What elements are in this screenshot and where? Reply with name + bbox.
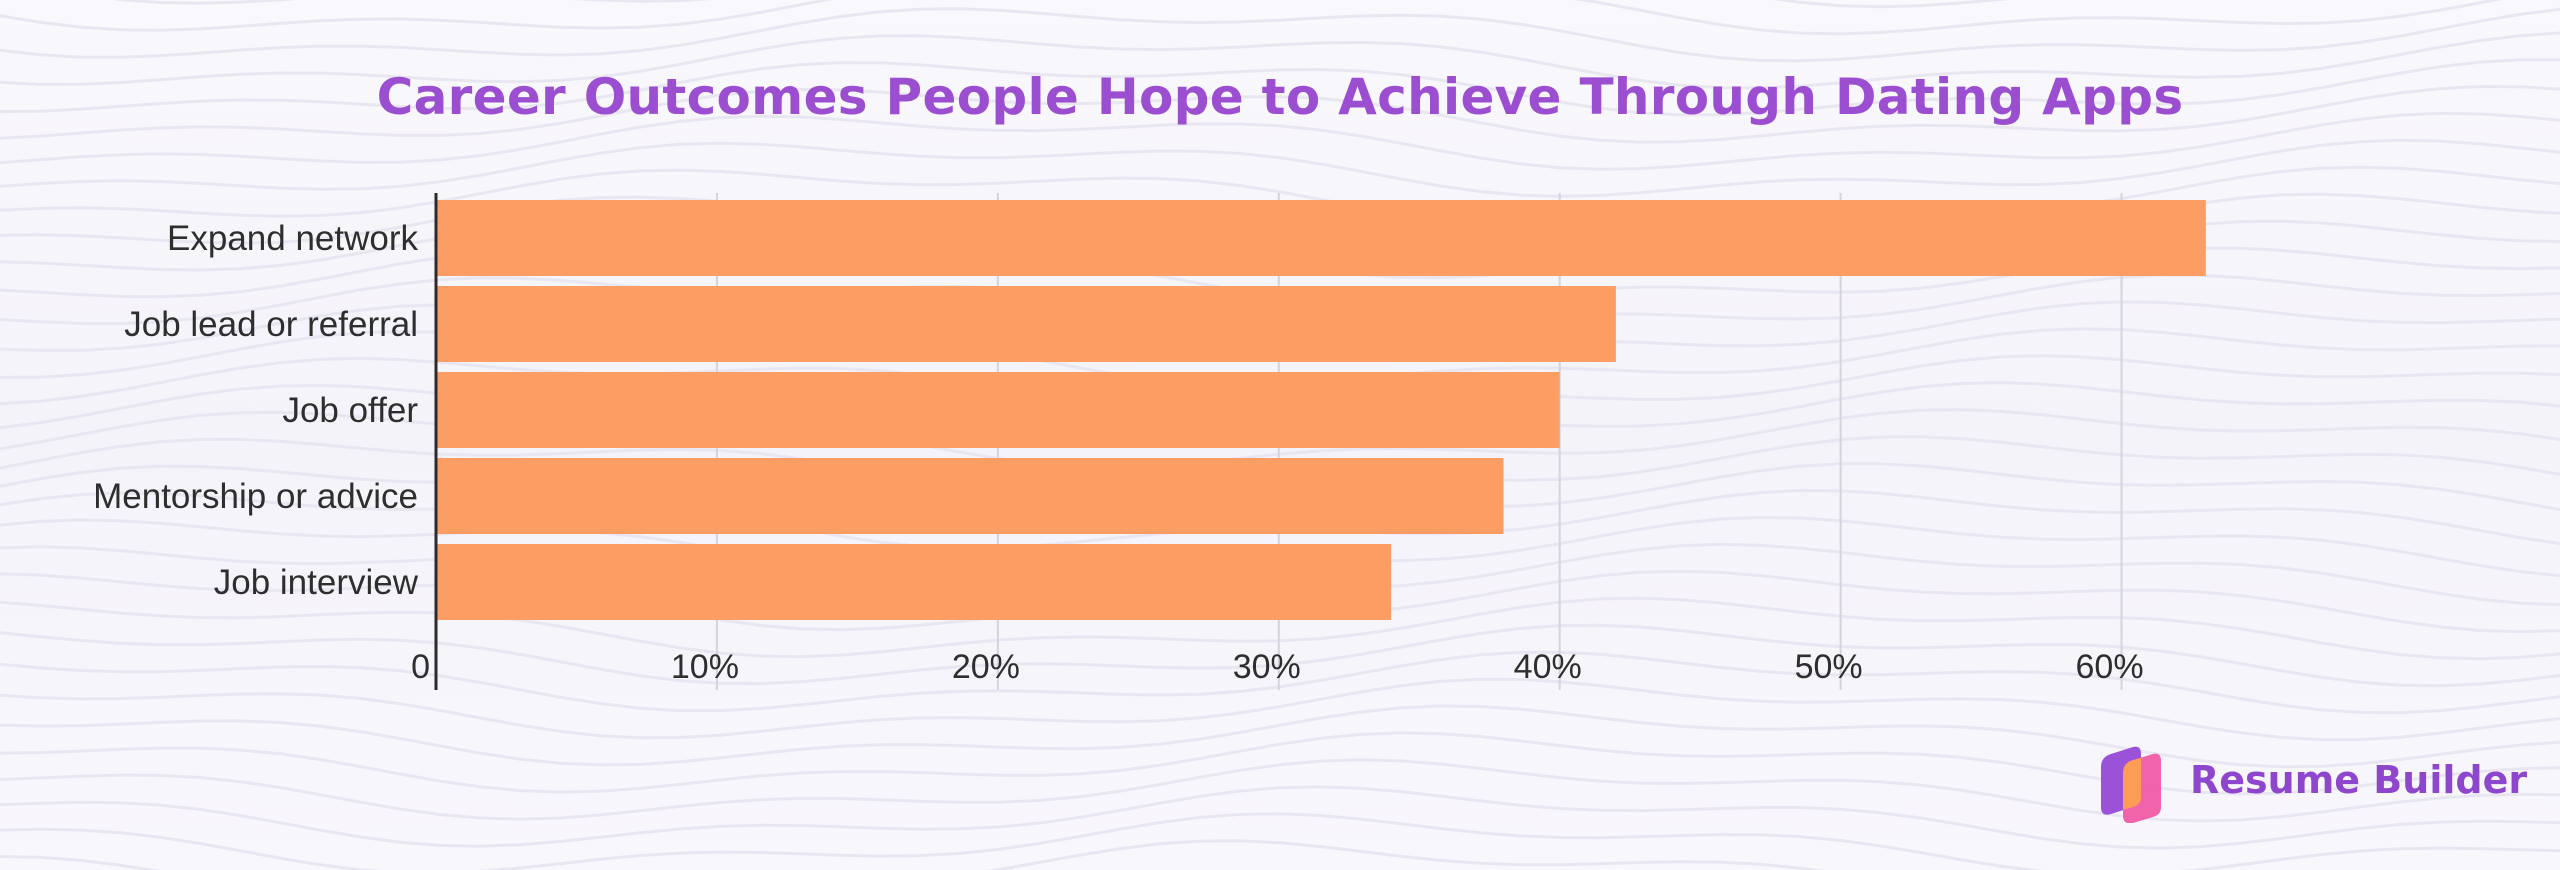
wave-line: [0, 677, 2560, 742]
wave-line: [0, 58, 2560, 117]
bar: [436, 458, 1504, 534]
wave-line: [0, 812, 2560, 870]
chart-title: Career Outcomes People Hope to Achieve T…: [376, 68, 2184, 126]
brand-logo-block[interactable]: Resume Builder: [2090, 743, 2530, 823]
y-category-label: Job offer: [282, 391, 418, 430]
x-tick-label: 20%: [952, 648, 1020, 686]
x-tick-label: 40%: [1514, 648, 1582, 686]
y-category-label: Mentorship or advice: [93, 477, 418, 516]
x-tick-label: 0: [411, 648, 430, 686]
wave-line: [0, 7, 2560, 63]
x-tick-label: 60%: [2076, 648, 2144, 686]
wave-line: [0, 111, 2560, 171]
y-category-label: Job interview: [214, 563, 419, 602]
x-tick-label: 50%: [1795, 648, 1863, 686]
wave-line: [0, 623, 2560, 688]
wave-line: [0, 785, 2560, 850]
y-category-label: Expand network: [167, 219, 418, 258]
wave-line: [0, 0, 2503, 36]
bar: [436, 200, 2206, 276]
bar: [436, 544, 1392, 620]
brand-name: Resume Builder: [2190, 758, 2528, 802]
wave-line: [0, 596, 2560, 661]
resume-builder-logo-icon: [2101, 746, 2161, 823]
wave-line: [0, 165, 2560, 226]
wave-line: [0, 31, 2560, 90]
wave-line: [0, 839, 1825, 870]
y-category-label: Job lead or referral: [124, 305, 418, 344]
x-tick-label: 30%: [1233, 648, 1301, 686]
wave-line: [0, 408, 2560, 469]
bar: [436, 372, 1560, 448]
wave-line: [0, 84, 2560, 144]
x-tick-label: 10%: [671, 648, 739, 686]
wave-line: [0, 650, 2560, 715]
wave-line: [0, 138, 2560, 198]
bar: [436, 286, 1616, 362]
